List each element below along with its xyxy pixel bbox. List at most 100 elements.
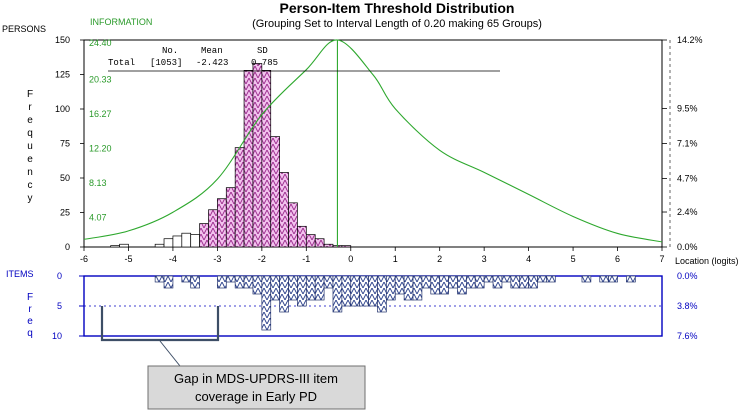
item-bar (430, 275, 441, 295)
stats-row-label: Total (108, 58, 135, 68)
person-bar (217, 198, 227, 248)
stats-mean-value: -2.423 (196, 58, 228, 68)
item-pct-label: 3.8% (677, 301, 698, 311)
item-bar (546, 275, 556, 283)
pct-tick-label: 2.4% (677, 207, 698, 217)
person-bar (154, 243, 165, 248)
info-tick-label: 24.40 (89, 38, 112, 48)
person-bar (270, 136, 280, 248)
gap-bracket (100, 306, 220, 342)
chart-subtitle: (Grouping Set to Interval Length of 0.20… (252, 18, 542, 30)
stats-sd-value: 0.785 (251, 58, 278, 68)
item-bar (190, 275, 200, 289)
item-bar (279, 275, 289, 313)
item-bar (154, 275, 165, 283)
callout-pointer (159, 340, 181, 367)
item-bar (421, 275, 432, 289)
person-bar (243, 70, 254, 248)
item-tick-label: 10 (52, 331, 62, 341)
item-pct-label: 0.0% (677, 271, 698, 281)
item-bar (412, 275, 423, 301)
pct-tick-label: 9.5% (677, 104, 698, 114)
item-bar (217, 275, 227, 289)
x-tick-label: 5 (571, 254, 576, 264)
item-bar (261, 275, 272, 331)
item-bar (448, 275, 458, 289)
item-bar (288, 275, 298, 301)
pct-tick-label: 0.0% (677, 242, 698, 252)
item-bar (510, 275, 521, 289)
information-curve (83, 39, 663, 243)
x-tick-label: -3 (213, 254, 221, 264)
x-tick-label: -4 (169, 254, 177, 264)
item-bar (225, 275, 236, 283)
item-bar (305, 275, 316, 301)
y-tick-label: 50 (60, 173, 70, 183)
y-axis-title-letter: q (27, 128, 33, 139)
item-bar (501, 275, 512, 283)
person-bar (261, 70, 272, 248)
stats-total-no: [1053] (150, 58, 182, 68)
item-bar (297, 275, 307, 307)
person-bar (110, 245, 120, 248)
item-bar (243, 275, 254, 289)
item-bar (377, 275, 387, 313)
person-bar (323, 243, 334, 248)
person-bar (314, 238, 325, 248)
persons-label: PERSONS (2, 24, 46, 34)
y-axis-title-letter: c (28, 180, 33, 191)
person-bar (163, 238, 174, 248)
item-bar (537, 275, 547, 283)
chart-title: Person-Item Threshold Distribution (280, 0, 515, 16)
gap-callout-box (147, 365, 366, 410)
person-bar (279, 172, 289, 248)
info-tick-label: 8.13 (89, 178, 107, 188)
info-tick-label: 4.07 (89, 213, 107, 223)
x-axis-title: Location (logits) (675, 256, 739, 266)
item-bar (323, 275, 334, 289)
item-bar (599, 275, 609, 283)
person-bar (199, 223, 209, 248)
item-bar (359, 275, 369, 307)
y-axis-title-letter: e (27, 154, 33, 165)
person-bar (252, 63, 263, 248)
x-tick-label: -6 (80, 254, 88, 264)
pct-tick-label: 7.1% (677, 139, 698, 149)
stats-table: No. Mean SD Total [1053] -2.423 0.785 (108, 46, 500, 72)
item-bar (626, 275, 636, 283)
item-y-axis-title-letter: q (27, 328, 33, 339)
info-tick-label: 16.27 (89, 109, 112, 119)
item-bar (234, 275, 245, 289)
item-bar (350, 275, 361, 307)
person-bar (119, 243, 129, 248)
item-bar (608, 275, 618, 283)
item-y-axis-title-letter: e (27, 316, 33, 327)
y-tick-label: 150 (55, 35, 70, 45)
y-axis-title-letter: e (27, 115, 33, 126)
item-bar (483, 275, 494, 283)
person-bar (172, 235, 183, 248)
item-bar (474, 275, 485, 289)
y-axis-title-letter: u (27, 141, 33, 152)
x-tick-label: 1 (393, 254, 398, 264)
item-bar (466, 275, 476, 289)
item-bar (492, 275, 503, 289)
info-tick-label: 20.33 (89, 75, 112, 85)
gap-callout-line1: Gap in MDS-UPDRS-III item (174, 371, 338, 386)
y-tick-label: 125 (55, 70, 70, 80)
item-bar (332, 275, 343, 313)
person-bar (190, 234, 200, 248)
person-bar (305, 234, 316, 248)
item-bar (252, 275, 263, 295)
pct-tick-label: 14.2% (677, 35, 703, 45)
y-axis-title-letter: y (28, 193, 33, 204)
item-bar (385, 275, 396, 301)
x-tick-label: -2 (258, 254, 266, 264)
stats-header-sd: SD (257, 46, 268, 56)
item-bar (181, 275, 192, 283)
item-bar (528, 275, 538, 289)
item-bar (394, 275, 405, 295)
y-tick-label: 75 (60, 139, 70, 149)
x-tick-label: 6 (615, 254, 620, 264)
